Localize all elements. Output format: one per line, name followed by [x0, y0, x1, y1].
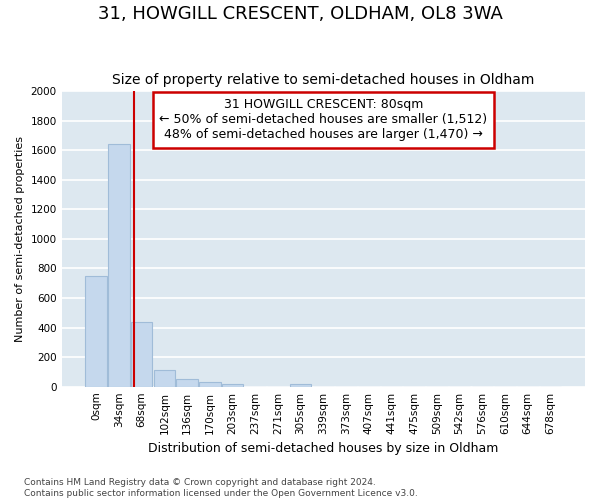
Bar [154, 370, 175, 386]
Bar [131, 322, 152, 386]
Text: 31 HOWGILL CRESCENT: 80sqm
← 50% of semi-detached houses are smaller (1,512)
48%: 31 HOWGILL CRESCENT: 80sqm ← 50% of semi… [159, 98, 487, 142]
Text: 31, HOWGILL CRESCENT, OLDHAM, OL8 3WA: 31, HOWGILL CRESCENT, OLDHAM, OL8 3WA [98, 5, 502, 23]
Bar [176, 378, 198, 386]
Bar [290, 384, 311, 386]
Bar [108, 144, 130, 386]
Bar [222, 384, 243, 386]
Bar [199, 382, 221, 386]
Bar [85, 276, 107, 386]
Y-axis label: Number of semi-detached properties: Number of semi-detached properties [15, 136, 25, 342]
X-axis label: Distribution of semi-detached houses by size in Oldham: Distribution of semi-detached houses by … [148, 442, 499, 455]
Title: Size of property relative to semi-detached houses in Oldham: Size of property relative to semi-detach… [112, 73, 535, 87]
Text: Contains HM Land Registry data © Crown copyright and database right 2024.
Contai: Contains HM Land Registry data © Crown c… [24, 478, 418, 498]
